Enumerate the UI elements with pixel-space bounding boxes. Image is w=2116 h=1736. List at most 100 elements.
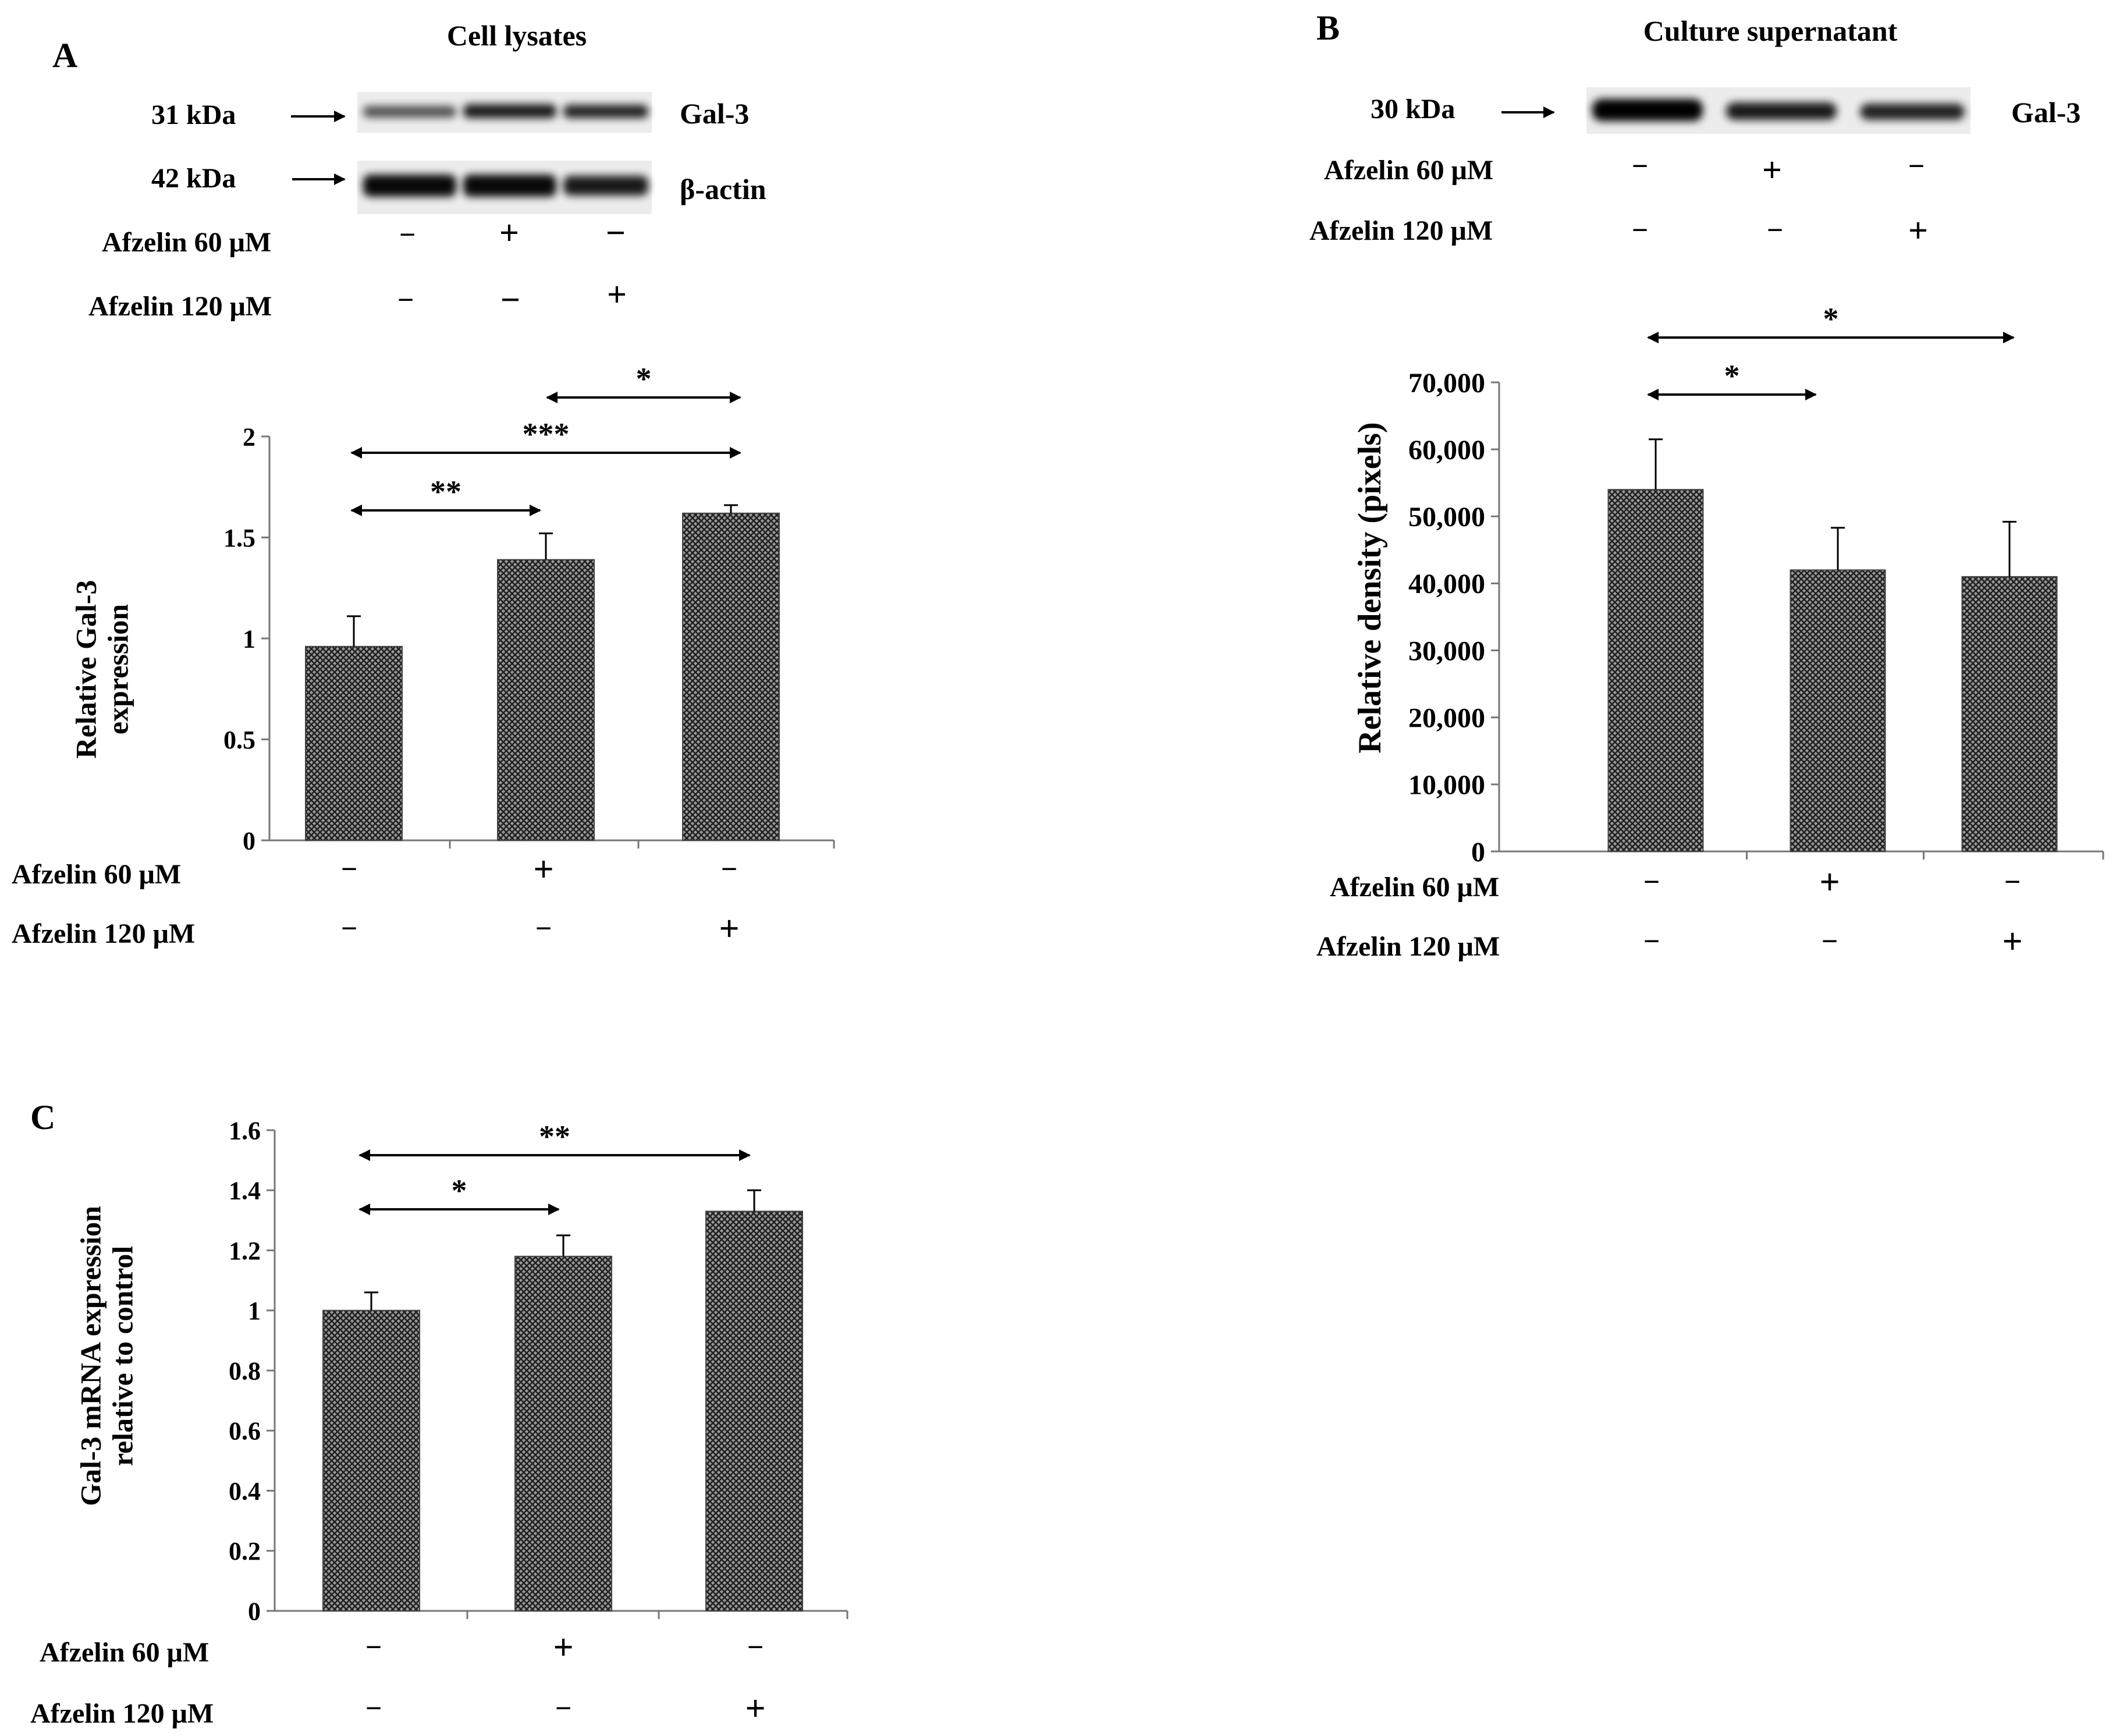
bar <box>1607 489 1704 852</box>
y-tick-label: 0 <box>1471 837 1485 868</box>
blot-a-mark: + <box>499 214 519 252</box>
treatment-mark: − <box>365 1692 382 1724</box>
blot-a-gel-actin <box>357 161 652 214</box>
significance-label: ** <box>539 1119 570 1154</box>
treatment-mark: − <box>535 912 552 945</box>
treatment-label: Afzelin 60 μM <box>1330 872 1499 903</box>
blot-a: 31 kDa Gal-3 42 kDa β-actin Afzelin 60 μ… <box>88 92 766 322</box>
blot-a-mark: − <box>399 218 416 251</box>
y-axis-label: Relative Gal-3expression <box>70 580 134 759</box>
y-axis-label: Gal-3 mRNA expressionrelative to control <box>74 1206 139 1506</box>
treatment-label: Afzelin 60 μM <box>40 1637 209 1668</box>
y-tick-label: 0.8 <box>229 1357 261 1385</box>
y-tick-label: 1 <box>248 1297 261 1325</box>
significance-label: * <box>636 361 652 396</box>
bar <box>322 1309 420 1611</box>
blot-b-mark: + <box>1908 211 1928 250</box>
treatment-mark: + <box>2002 922 2022 961</box>
y-axis-label-line: Relative density (pixels) <box>1352 422 1388 753</box>
blot-b-mark: − <box>1767 214 1784 246</box>
y-tick-label: 1 <box>243 624 255 653</box>
blot-band <box>1726 102 1837 120</box>
blot-b-protein-gal3: Gal-3 <box>2011 96 2081 129</box>
blot-band <box>1592 99 1703 121</box>
significance-label: ** <box>430 474 461 509</box>
bar <box>682 512 780 841</box>
blot-b-treatment-label-120: Afzelin 120 μM <box>1309 215 1493 246</box>
y-tick-label: 0.4 <box>229 1477 261 1506</box>
treatment-mark: − <box>747 1631 764 1663</box>
blot-band <box>463 175 556 197</box>
significance-label: * <box>452 1173 467 1208</box>
y-axis-label: Relative density (pixels) <box>1352 422 1388 753</box>
treatment-label: Afzelin 120 μM <box>12 918 195 949</box>
blot-a-treatment-label-120: Afzelin 120 μM <box>88 291 272 322</box>
y-axis-label-line: relative to control <box>106 1246 139 1467</box>
blot-a-mark: − <box>606 214 626 252</box>
blot-a-gel-gal3 <box>357 92 652 133</box>
significance-label: * <box>1823 301 1839 336</box>
treatment-mark: + <box>1819 862 1840 902</box>
treatment-mark: − <box>341 853 358 885</box>
bar <box>514 1255 612 1611</box>
blot-b-treatment-label-60: Afzelin 60 μM <box>1324 155 1493 186</box>
treatment-mark: + <box>533 850 553 889</box>
blot-b-size-gal3: 30 kDa <box>1371 94 1455 125</box>
y-tick-label: 40,000 <box>1408 569 1485 599</box>
chart-b: 0 10,000 20,000 30,000 40,000 50,000 60,000 70,… <box>1316 301 2104 962</box>
treatment-mark: + <box>719 909 739 949</box>
y-tick-label: 2 <box>243 423 255 451</box>
blot-a-protein-actin: β-actin <box>680 173 766 205</box>
blot-a-size-gal3: 31 kDa <box>151 100 236 130</box>
blot-band <box>563 176 648 196</box>
y-tick-label: 0.2 <box>229 1537 261 1565</box>
treatment-mark: − <box>721 853 738 885</box>
significance-label: *** <box>523 417 570 452</box>
blot-band <box>463 104 556 118</box>
blot-band <box>1860 104 1965 120</box>
blot-band <box>363 106 456 118</box>
treatment-mark: + <box>745 1689 765 1728</box>
blot-a-mark: + <box>607 275 627 314</box>
y-tick-label: 30,000 <box>1408 636 1485 666</box>
bar <box>705 1210 803 1611</box>
panel-title-a: Cell lysates <box>447 19 587 52</box>
significance-label: * <box>1724 358 1740 393</box>
blot-b: 30 kDa Gal-3 Afzelin 60 μM − + − Afzelin… <box>1309 87 2081 250</box>
y-tick-label: 0.5 <box>223 726 255 754</box>
blot-b-mark: + <box>1762 151 1782 189</box>
blot-b-mark: − <box>1632 150 1649 182</box>
y-tick-label: 60,000 <box>1408 435 1485 466</box>
y-tick-label: 1.5 <box>223 524 255 552</box>
treatment-label: Afzelin 120 μM <box>1316 931 1500 962</box>
treatment-mark: − <box>555 1692 572 1724</box>
y-tick-label: 50,000 <box>1408 502 1485 532</box>
blot-a-mark: − <box>397 283 414 316</box>
blot-b-mark: − <box>1908 150 1925 182</box>
treatment-mark: − <box>1643 925 1660 957</box>
bar <box>1790 569 1886 853</box>
treatment-mark: − <box>341 912 358 945</box>
blot-band <box>363 175 456 197</box>
y-tick-label: 20,000 <box>1408 703 1485 734</box>
blot-a-protein-gal3: Gal-3 <box>680 97 749 130</box>
panel-letter-b: B <box>1316 9 1340 47</box>
y-tick-label: 0.6 <box>229 1417 261 1446</box>
y-axis-label-line: Relative Gal-3 <box>70 580 102 759</box>
panel-letter-a: A <box>52 36 77 74</box>
blot-b-mark: − <box>1632 214 1649 246</box>
blot-a-size-actin: 42 kDa <box>151 163 236 194</box>
y-tick-label: 1.4 <box>229 1177 261 1205</box>
bar <box>1961 576 2058 853</box>
panel-letter-c: C <box>30 1098 55 1137</box>
blot-b-gel-gal3 <box>1586 87 1971 134</box>
treatment-mark: − <box>1822 925 1838 957</box>
blot-a-treatment-label-60: Afzelin 60 μM <box>102 227 271 258</box>
bar <box>497 559 595 841</box>
y-axis-label-line: Gal-3 mRNA expression <box>74 1206 107 1506</box>
panel-title-b: Culture supernatant <box>1643 15 1898 47</box>
treatment-label: Afzelin 120 μM <box>30 1698 214 1729</box>
y-tick-label: 0 <box>243 826 255 855</box>
